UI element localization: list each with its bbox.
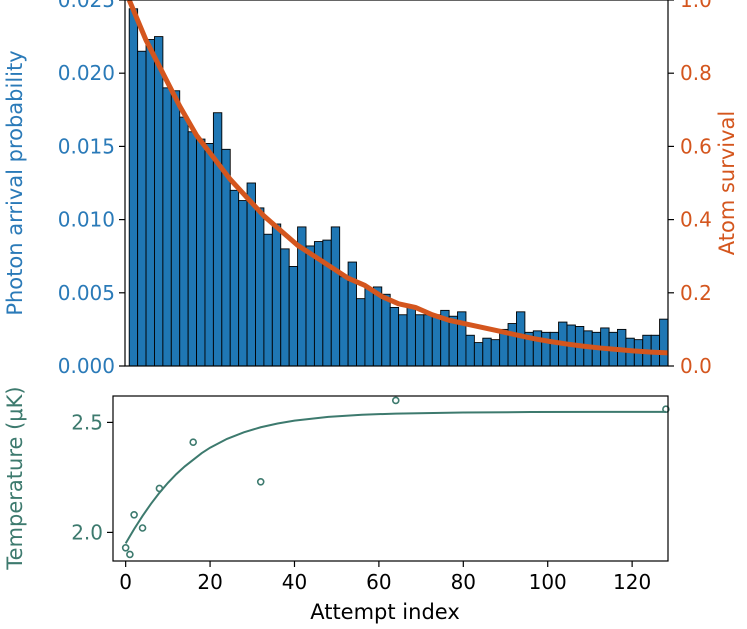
right-y-tick-label: 0.6 xyxy=(680,134,712,158)
left-y-tick-label: 0.025 xyxy=(58,0,115,12)
histogram-bar xyxy=(482,337,492,367)
histogram-bar xyxy=(532,330,543,367)
histogram-bar xyxy=(162,87,172,367)
left-y-tick-label: 0.020 xyxy=(58,61,115,85)
bottom-axes-frame xyxy=(112,395,669,562)
temperature-point xyxy=(130,510,138,519)
histogram-bar xyxy=(423,314,433,367)
right-y-ticks: 0.0 0.2 0.4 0.6 0.8 1.0 xyxy=(668,0,712,378)
histogram-bar xyxy=(389,306,400,367)
temperature-point xyxy=(121,543,130,552)
temperature-point xyxy=(662,405,670,414)
left-y-tick-label: 0.010 xyxy=(58,208,115,232)
x-tick-label: 0 xyxy=(119,570,132,594)
top-axes-frame xyxy=(124,0,669,367)
top-panel: 0.000 0.005 0.010 0.015 0.020 0.025 0.0 0.2 0.4… xyxy=(3,0,739,378)
histogram-bar xyxy=(229,189,240,367)
histogram-bar xyxy=(414,314,425,367)
histogram-bar xyxy=(196,138,206,367)
histogram-bar xyxy=(549,331,560,367)
x-axis-label: Attempt index xyxy=(310,600,460,624)
bottom-y-axis-label: Temperature (μK) xyxy=(3,386,27,570)
x-tick-label: 60 xyxy=(366,570,391,594)
histogram-bar xyxy=(490,339,501,367)
x-ticks: 0 20 40 60 80 100 120 xyxy=(119,561,651,594)
histogram-bar xyxy=(507,323,517,367)
right-y-tick-label: 0.4 xyxy=(680,208,712,232)
histogram-bar xyxy=(473,342,484,367)
histogram-bar xyxy=(128,8,139,367)
temperature-fit-line xyxy=(124,410,666,544)
temperature-point xyxy=(126,550,134,559)
x-tick-label: 20 xyxy=(197,570,222,594)
histogram-bar xyxy=(255,207,265,367)
temperature-point xyxy=(391,396,400,405)
bottom-y-ticks: 2.0 2.5 xyxy=(71,410,113,544)
histogram-bar xyxy=(339,276,349,367)
histogram-bar xyxy=(364,287,374,367)
histogram-bar xyxy=(179,116,189,367)
right-y-tick-label: 0.2 xyxy=(680,281,712,305)
x-tick-label: 40 xyxy=(282,570,307,594)
histogram-bar xyxy=(170,90,181,367)
bottom-y-tick-label: 2.0 xyxy=(71,520,103,544)
histogram-bar xyxy=(263,233,273,367)
right-y-tick-label: 0.8 xyxy=(680,61,712,85)
temperature-point xyxy=(138,524,147,532)
histogram-bar xyxy=(145,39,155,367)
histogram-bar xyxy=(187,131,198,367)
histogram-bar xyxy=(322,239,332,367)
histogram-bar xyxy=(137,50,147,367)
histogram-bar xyxy=(154,36,164,367)
x-tick-label: 120 xyxy=(613,570,651,594)
bottom-y-tick-label: 2.5 xyxy=(71,410,103,434)
histogram-bar xyxy=(246,182,256,367)
left-y-ticks: 0.000 0.005 0.010 0.015 0.020 0.025 xyxy=(58,0,125,378)
x-tick-label: 100 xyxy=(529,570,567,594)
histogram-bar xyxy=(271,223,282,367)
histogram-bars xyxy=(128,8,669,367)
histogram-bar xyxy=(238,200,248,367)
histogram-bar xyxy=(406,306,416,367)
histogram-bar xyxy=(398,314,408,367)
right-y-tick-label: 0.0 xyxy=(680,354,712,378)
temperature-point xyxy=(155,484,164,493)
histogram-bar xyxy=(330,226,341,367)
histogram-bar xyxy=(381,293,391,367)
histogram-bar xyxy=(372,286,383,367)
temperature-points xyxy=(121,396,670,559)
right-y-axis-label: Atom survival xyxy=(715,111,739,256)
histogram-bar xyxy=(212,112,223,367)
left-y-axis-label: Photon arrival probability xyxy=(3,50,27,315)
histogram-bar xyxy=(280,248,290,367)
x-tick-label: 80 xyxy=(451,570,476,594)
temperature-point xyxy=(189,438,197,447)
histogram-bar xyxy=(659,318,669,367)
left-y-tick-label: 0.000 xyxy=(58,354,115,378)
left-y-tick-label: 0.015 xyxy=(58,134,115,158)
right-y-tick-label: 1.0 xyxy=(680,0,712,12)
histogram-bar xyxy=(305,245,315,367)
temperature-point xyxy=(256,477,265,486)
bottom-panel: 0 20 40 60 80 100 120 2.0 2.5 Attempt index Tem… xyxy=(3,386,670,624)
histogram-bar xyxy=(288,265,299,367)
histogram-bar xyxy=(221,148,231,367)
histogram-bar xyxy=(431,314,442,367)
histogram-bar xyxy=(465,334,475,367)
histogram-bar xyxy=(541,331,551,367)
survival-line xyxy=(126,0,669,356)
histogram-bar xyxy=(204,143,214,367)
left-y-tick-label: 0.005 xyxy=(58,281,115,305)
histogram-bar xyxy=(356,298,366,367)
